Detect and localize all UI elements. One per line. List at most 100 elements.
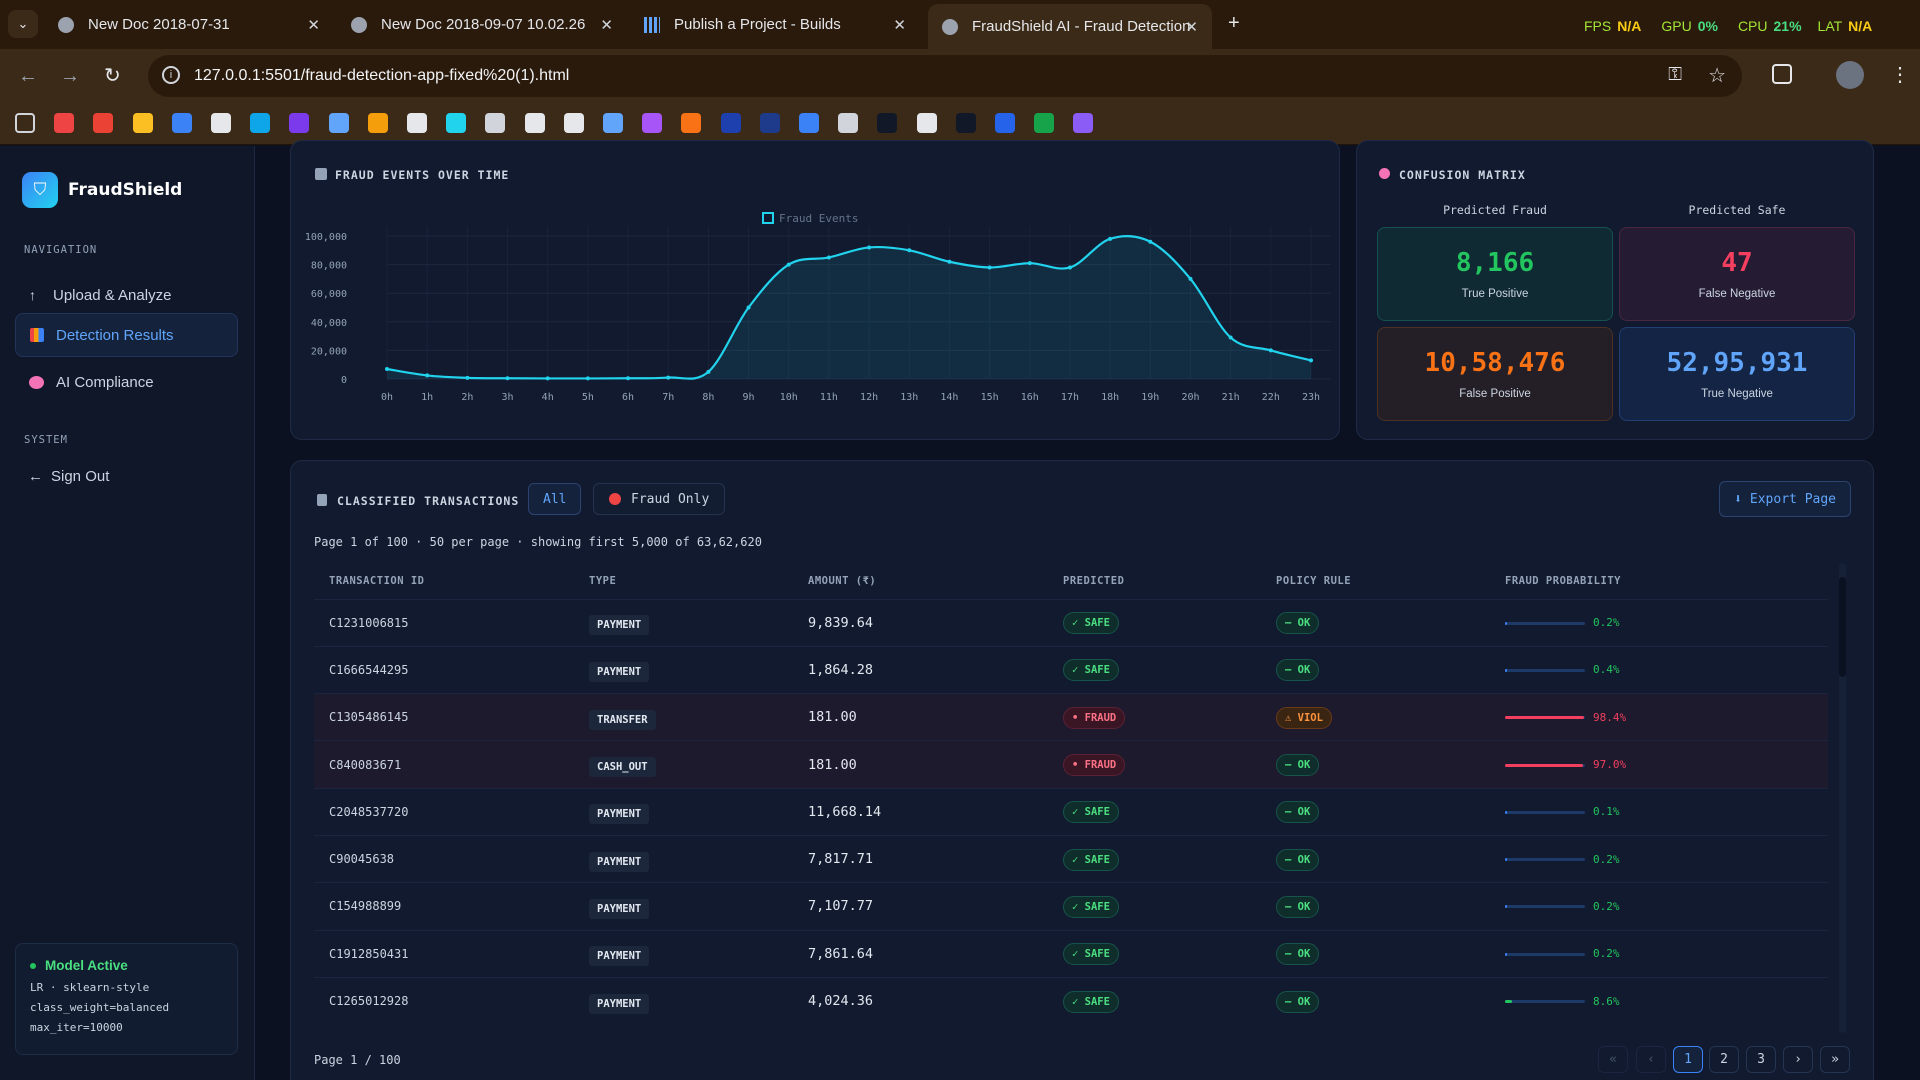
close-icon[interactable]: ✕ [1185,18,1198,36]
data-point[interactable] [465,375,470,380]
shape-bookmark-icon[interactable] [799,113,819,133]
scrollbar-thumb[interactable] [1839,577,1846,677]
data-point[interactable] [706,369,711,374]
star-bookmark-icon[interactable] [642,113,663,133]
data-point[interactable] [1309,358,1313,363]
data-point[interactable] [1148,239,1153,244]
column-header[interactable]: TYPE [589,574,617,587]
star-icon[interactable]: ☆ [1708,65,1726,87]
globe-bookmark-icon[interactable] [838,113,859,133]
table-row[interactable]: C840083671 CASH_OUT 181.00 • FRAUD — OK 97.0% [314,740,1828,789]
sidebar-item-compliance[interactable]: AI Compliance [15,360,238,404]
cc-bookmark-icon[interactable] [916,113,937,133]
data-point[interactable] [947,259,952,264]
un-bookmark-icon[interactable] [720,113,741,133]
data-point[interactable] [826,255,831,260]
data-point[interactable] [626,376,631,381]
data-point[interactable] [1268,348,1273,353]
data-point[interactable] [505,376,510,381]
back-icon[interactable]: ← [18,65,38,87]
page-button[interactable]: › [1783,1046,1813,1073]
close-icon[interactable]: ✕ [307,16,320,34]
sidebar-item-upload[interactable]: ↑ Upload & Analyze [15,273,238,317]
column-header[interactable]: POLICY RULE [1276,574,1352,587]
browser-tab[interactable]: New Doc 2018-07-31 ✕ [44,6,334,43]
page-button[interactable]: 3 [1746,1046,1776,1073]
h-bookmark-icon[interactable] [289,113,310,133]
youtube-bookmark-icon[interactable] [54,113,75,133]
plus-bookmark-icon[interactable] [446,113,467,133]
reload-icon[interactable]: ↻ [104,65,121,87]
column-header[interactable]: FRAUD PROBABILITY [1505,574,1621,587]
chatgpt-bookmark-icon[interactable] [524,113,545,133]
extensions-icon[interactable] [1772,64,1792,84]
table-row[interactable]: C1231006815 PAYMENT 9,839.64 ✓ SAFE — OK 0.2% [314,598,1828,647]
sidebar-item-results[interactable]: Detection Results [15,313,238,357]
url-text[interactable]: 127.0.0.1:5501/fraud-detection-app-fixed… [194,67,570,84]
data-point[interactable] [867,245,872,250]
browser-tab[interactable]: Publish a Project - Builds ✕ [630,6,920,43]
close-icon[interactable]: ✕ [600,16,613,34]
c-bookmark-icon[interactable] [995,113,1015,133]
page-button[interactable]: 2 [1709,1046,1739,1073]
export-button[interactable]: ⬇ Export Page [1719,481,1851,517]
cat-bookmark-icon[interactable] [485,113,506,133]
column-header[interactable]: PREDICTED [1063,574,1125,587]
table-scrollbar[interactable] [1839,563,1846,1033]
tab-search-button[interactable]: ⌄ [8,10,38,38]
page-button[interactable]: « [1598,1046,1628,1073]
page-button-active[interactable]: 1 [1673,1046,1703,1073]
close-icon[interactable]: ✕ [893,16,906,34]
data-point[interactable] [425,373,430,378]
table-row[interactable]: C2048537720 PAYMENT 11,668.14 ✓ SAFE — OK 0.1… [314,787,1828,836]
data-point[interactable] [1108,236,1113,241]
bot-bookmark-icon[interactable] [603,113,623,133]
data-point[interactable] [987,265,992,270]
table-row[interactable]: C154988899 PAYMENT 7,107.77 ✓ SAFE — OK 0.2% [314,882,1828,931]
key-icon[interactable]: ⚿ [1668,64,1682,84]
avatar[interactable] [1836,61,1864,89]
s-bookmark-icon[interactable] [563,113,584,133]
data-point[interactable] [585,376,590,381]
browser-tab[interactable]: New Doc 2018-09-07 10.02.26 ✕ [337,6,627,43]
data-point[interactable] [1027,261,1032,266]
data-point[interactable] [1067,265,1072,270]
u-bookmark-icon[interactable] [1073,113,1094,133]
data-point[interactable] [1188,276,1193,281]
data-point[interactable] [1228,335,1233,340]
keep-bookmark-icon[interactable] [132,113,153,133]
is-bookmark-icon[interactable] [250,113,271,133]
column-header[interactable]: AMOUNT (₹) [808,574,877,587]
table-row[interactable]: C1666544295 PAYMENT 1,864.28 ✓ SAFE — OK 0.4% [314,645,1828,694]
table-row[interactable]: C90045638 PAYMENT 7,817.71 ✓ SAFE — OK 0.2% [314,834,1828,883]
d-bookmark-icon[interactable] [759,113,780,133]
gemini-bookmark-icon[interactable] [328,113,349,133]
table-row[interactable]: C1265012928 PAYMENT 4,024.36 ✓ SAFE — OK 8.6% [314,976,1828,1025]
table-row[interactable]: C1912850431 PAYMENT 7,861.64 ✓ SAFE — OK 0.2% [314,929,1828,978]
page-button[interactable]: » [1820,1046,1850,1073]
sparkle-bookmark-icon[interactable] [681,113,702,133]
column-header[interactable]: TRANSACTION ID [329,574,425,587]
data-point[interactable] [907,248,912,253]
table-row[interactable]: C1305486145 TRANSFER 181.00 • FRAUD ⚠ VIOL 98… [314,693,1828,741]
brand[interactable]: ⛉ FraudShield [22,172,182,208]
menu-icon[interactable]: ⋮ [1890,64,1910,86]
data-point[interactable] [786,262,791,267]
blender-bookmark-icon[interactable] [367,113,388,133]
github-bookmark-icon[interactable] [407,113,427,133]
page-button[interactable]: ‹ [1636,1046,1666,1073]
apps-bookmark-icon[interactable] [15,113,35,133]
data-point[interactable] [545,376,550,381]
hi-bookmark-icon[interactable] [877,113,898,133]
forward-icon[interactable]: → [60,65,80,87]
new-tab-button[interactable]: + [1228,12,1240,34]
signout-button[interactable]: ← Sign Out [28,468,109,485]
site-info-icon[interactable]: i [162,66,180,84]
legend-label[interactable]: Fraud Events [779,212,858,225]
six-bookmark-icon[interactable] [211,113,231,133]
gmail-bookmark-icon[interactable] [93,113,114,133]
data-point[interactable] [666,375,671,380]
filter-all-button[interactable]: All [528,483,582,515]
url-bar[interactable]: i 127.0.0.1:5501/fraud-detection-app-fix… [148,55,1742,97]
filter-fraud-button[interactable]: Fraud Only [593,483,726,515]
